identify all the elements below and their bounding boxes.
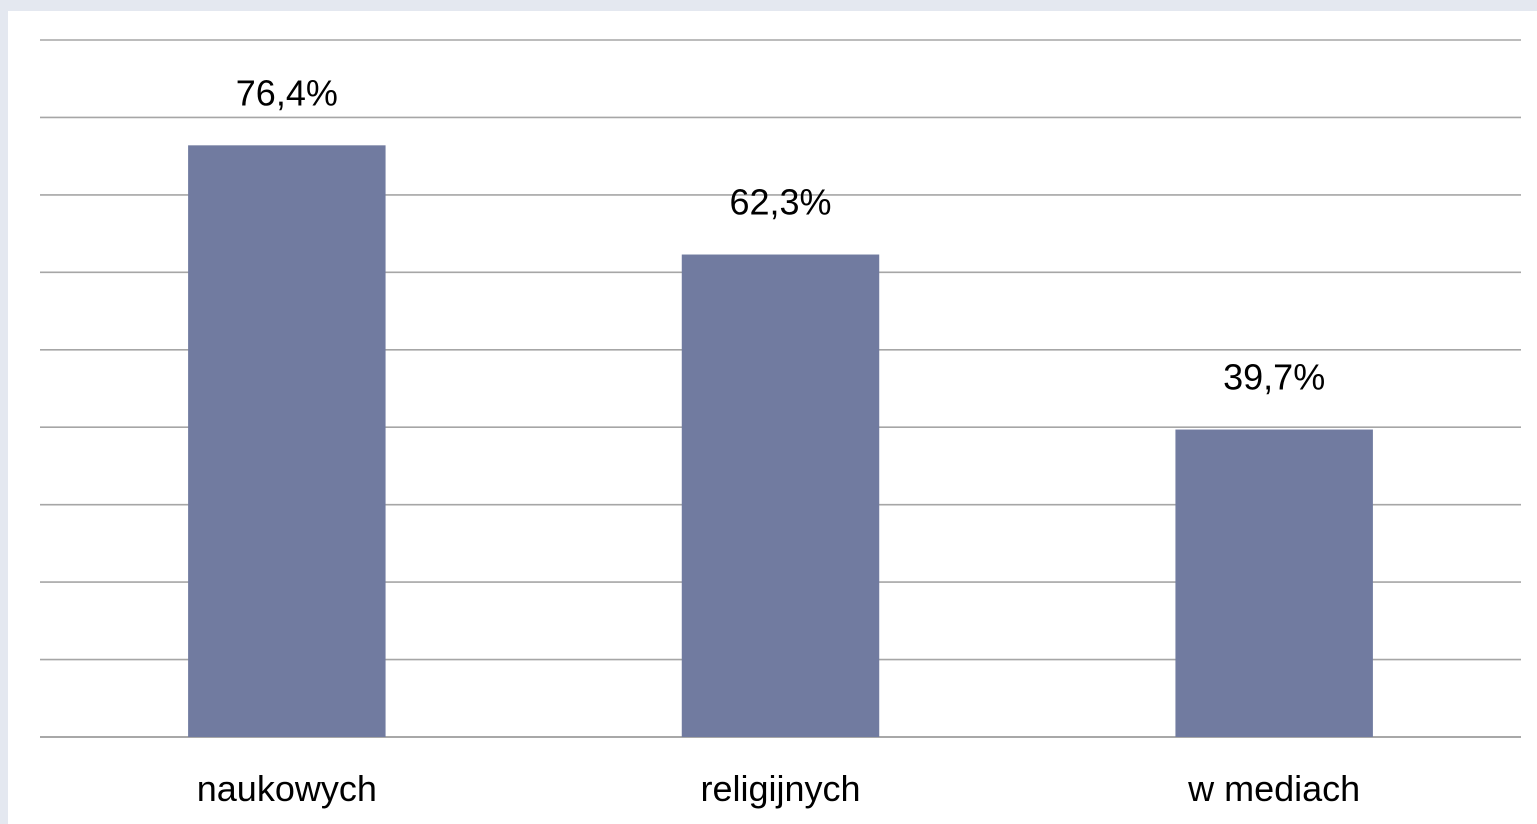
data-label: 62,3% xyxy=(729,182,831,223)
bar-naukowych xyxy=(188,145,386,737)
data-label: 76,4% xyxy=(236,72,338,113)
category-tick-labels: naukowych religijnych w mediach xyxy=(197,768,1360,809)
x-tick-label: naukowych xyxy=(197,768,377,809)
x-tick-label: religijnych xyxy=(700,768,860,809)
bars xyxy=(188,145,1373,737)
value-labels: 76,4% 62,3% 39,7% xyxy=(236,72,1325,397)
bar-religijnych xyxy=(681,254,880,737)
x-tick-label: w mediach xyxy=(1187,768,1360,809)
data-label: 39,7% xyxy=(1223,357,1325,398)
bar-w-mediach xyxy=(1175,429,1373,737)
